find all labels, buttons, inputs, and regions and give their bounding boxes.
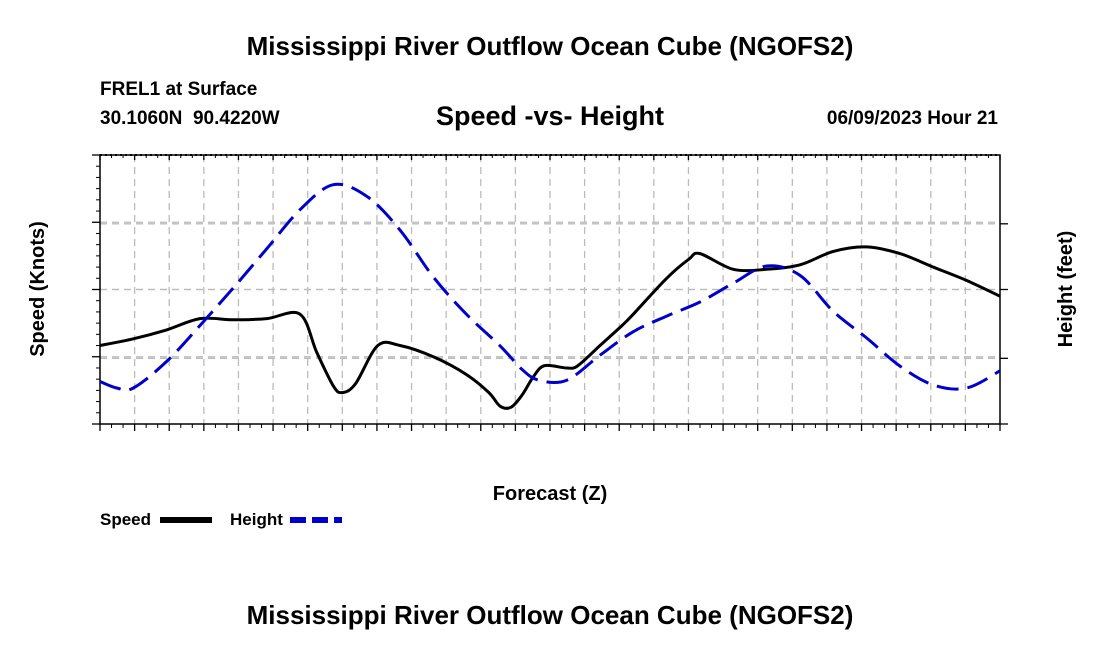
station-label: FREL1 at Surface (100, 79, 257, 100)
legend-height-label: Height (230, 510, 283, 529)
legend: Speed Height (100, 510, 342, 529)
bottom-title: Mississippi River Outflow Ocean Cube (NG… (247, 600, 854, 630)
y2-axis-title: Height (feet) (1055, 231, 1077, 348)
plot-area (92, 154, 1008, 431)
chart-title: Speed -vs- Height (436, 101, 664, 131)
x-axis-title: Forecast (Z) (493, 483, 607, 505)
main-title: Mississippi River Outflow Ocean Cube (NG… (247, 31, 854, 61)
height-series-line (99, 182, 1001, 392)
coordinates-label: 30.1060N 90.4220W (100, 108, 280, 129)
y-axis-title: Speed (Knots) (27, 221, 49, 357)
legend-speed-label: Speed (100, 510, 151, 529)
date-label: 06/09/2023 Hour 21 (827, 108, 999, 129)
speed-series-line (99, 245, 1001, 410)
